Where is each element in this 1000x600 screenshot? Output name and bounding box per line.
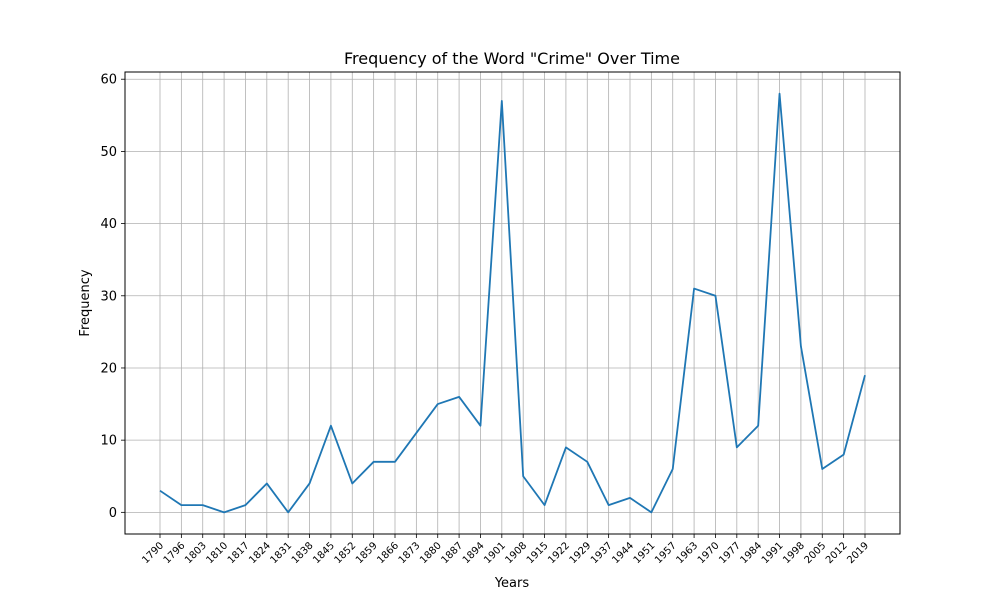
x-tick-label: 1951 [632,540,658,566]
x-tick-label: 2019 [845,540,871,566]
x-tick-label: 1873 [397,540,423,566]
y-tick-label: 50 [100,145,117,160]
x-tick-label: 1810 [204,540,230,566]
data-point [565,446,567,448]
data-point [479,425,481,427]
data-point [586,461,588,463]
data-point [736,446,738,448]
x-tick-label: 1929 [568,540,594,566]
data-point [693,288,695,290]
data-point [672,468,674,470]
x-tick-label: 1790 [140,540,166,566]
x-tick-label: 1957 [653,540,679,566]
x-tick-label: 1803 [183,540,209,566]
data-point [309,482,311,484]
data-point [522,475,524,477]
y-tick-label: 30 [100,289,117,304]
x-tick-label: 1866 [375,540,401,566]
x-axis: 1790179618031810181718241831183818451852… [140,534,871,566]
y-tick-label: 0 [109,506,117,521]
data-point [544,504,546,506]
x-tick-label: 1859 [354,540,380,566]
data-point [330,425,332,427]
data-point [501,100,503,102]
data-point [629,497,631,499]
y-tick-label: 60 [100,73,117,88]
x-tick-label: 1944 [610,540,636,566]
data-point [437,403,439,405]
data-point [351,482,353,484]
data-point [757,425,759,427]
x-tick-label: 1908 [504,540,530,566]
y-tick-label: 40 [100,217,117,232]
x-tick-label: 1915 [525,540,551,566]
x-tick-label: 1887 [439,540,465,566]
x-axis-label: Years [494,576,530,591]
x-tick-label: 1824 [247,540,273,566]
x-tick-label: 1937 [589,540,615,566]
data-point [800,345,802,347]
x-tick-label: 1991 [760,540,786,566]
x-tick-label: 1984 [739,540,765,566]
data-point [821,468,823,470]
series-line [159,92,866,514]
data-point [458,396,460,398]
data-point [608,504,610,506]
x-tick-label: 1852 [333,540,359,566]
y-axis: 0 10 20 30 40 50 60 [100,73,125,521]
data-point [180,504,182,506]
y-tick-label: 10 [100,434,117,449]
plot-area-frame [124,71,901,535]
x-tick-label: 1894 [461,540,487,566]
data-point [159,490,161,492]
data-point [714,295,716,297]
x-tick-label: 1977 [717,540,743,566]
data-point [244,504,246,506]
x-tick-label: 1831 [269,540,295,566]
x-tick-label: 1922 [546,540,572,566]
data-point [864,374,866,376]
x-tick-label: 1998 [781,540,807,566]
data-point [202,504,204,506]
data-point [779,93,781,95]
x-tick-label: 1796 [162,540,188,566]
data-point [223,511,225,513]
x-tick-label: 2012 [824,540,850,566]
data-point [843,454,845,456]
x-tick-label: 1817 [226,540,252,566]
chart-title: Frequency of the Word "Crime" Over Time [344,49,680,68]
y-tick-label: 20 [100,361,117,376]
data-point [266,482,268,484]
data-point [394,461,396,463]
x-tick-label: 2005 [803,540,829,566]
x-tick-label: 1970 [696,540,722,566]
y-axis-label: Frequency [78,269,93,336]
x-tick-label: 1845 [311,540,337,566]
data-point [650,511,652,513]
x-tick-label: 1901 [482,540,508,566]
x-tick-label: 1963 [674,540,700,566]
data-point [287,511,289,513]
data-point [415,432,417,434]
x-tick-label: 1838 [290,540,316,566]
data-point [373,461,375,463]
x-tick-label: 1880 [418,540,444,566]
